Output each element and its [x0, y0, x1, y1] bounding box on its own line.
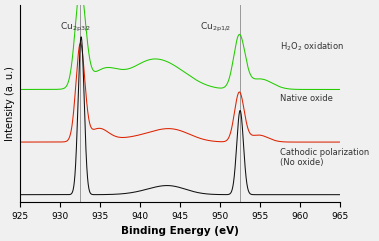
Text: Native oxide: Native oxide — [280, 94, 333, 103]
Y-axis label: Intensity (a. u.): Intensity (a. u.) — [5, 66, 15, 141]
Text: Cu$_\mathregular{2p3/2}$: Cu$_\mathregular{2p3/2}$ — [60, 20, 92, 33]
Text: H$_\mathregular{2}$O$_\mathregular{2}$ oxidation: H$_\mathregular{2}$O$_\mathregular{2}$ o… — [280, 41, 344, 54]
Text: Cu$_\mathregular{2p1/2}$: Cu$_\mathregular{2p1/2}$ — [200, 20, 232, 33]
Text: Cathodic polarization
(No oxide): Cathodic polarization (No oxide) — [280, 148, 369, 167]
X-axis label: Binding Energy (eV): Binding Energy (eV) — [121, 226, 239, 236]
